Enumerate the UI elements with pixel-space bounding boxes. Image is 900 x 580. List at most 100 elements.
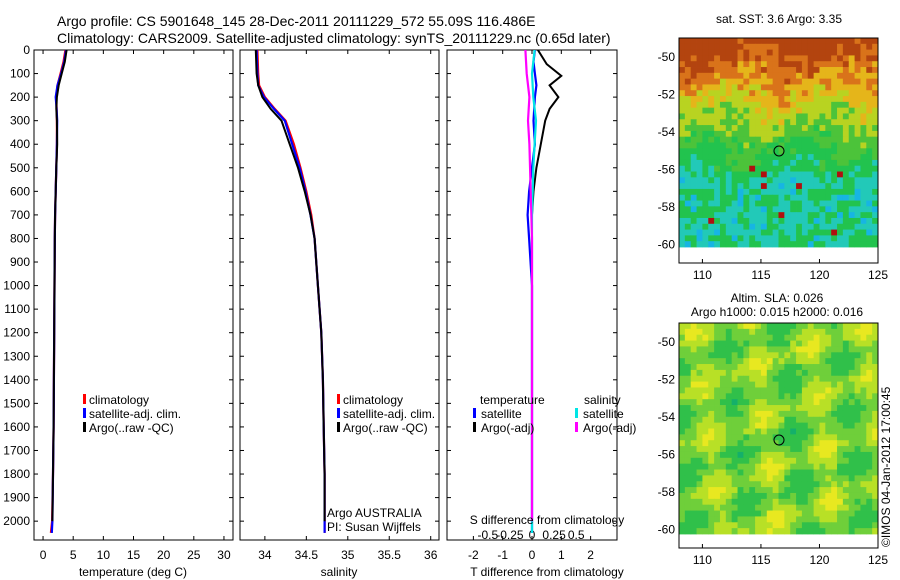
sla-heatmap-cell xyxy=(749,487,756,494)
sst-heatmap-cell xyxy=(696,194,703,201)
sla-heatmap-cell xyxy=(807,434,815,441)
sla-heatmap-cell xyxy=(848,451,855,459)
sst-heatmap-cell xyxy=(842,113,850,120)
sla-heatmap-cell xyxy=(719,481,727,488)
map-lat-label: -54 xyxy=(658,410,676,424)
sla-heatmap-cell xyxy=(725,369,733,377)
sla-heatmap-cell xyxy=(737,393,744,400)
sst-heatmap-cell xyxy=(825,217,832,225)
sst-heatmap-cell xyxy=(831,49,838,56)
sst-heatmap-cell xyxy=(725,72,733,80)
legend-swatch-argo xyxy=(83,422,86,432)
sst-heatmap-cell xyxy=(743,101,750,109)
sla-heatmap-cell xyxy=(708,416,715,424)
sla-heatmap-cell xyxy=(696,510,703,517)
sst-heatmap-cell xyxy=(837,142,844,149)
sst-heatmap-cell xyxy=(796,55,803,62)
sst-heatmap-cell xyxy=(837,148,844,155)
sla-heatmap-cell xyxy=(866,364,873,371)
sst-heatmap-cell xyxy=(684,130,692,138)
sst-heatmap-cell xyxy=(854,241,861,248)
sla-heatmap-cell xyxy=(749,492,756,500)
sst-heatmap-cell xyxy=(749,84,756,91)
sla-heatmap-cell xyxy=(766,457,774,465)
sla-heatmap-cell xyxy=(819,463,826,470)
sla-heatmap-cell xyxy=(796,387,803,394)
sst-heatmap-cell xyxy=(731,67,738,74)
sla-heatmap-cell xyxy=(872,323,879,330)
sla-heatmap-cell xyxy=(784,528,791,535)
sla-heatmap-cell xyxy=(854,328,861,336)
sla-heatmap-cell xyxy=(778,446,785,453)
sla-heatmap-cell xyxy=(737,463,744,470)
legend-swatch-satellite xyxy=(337,408,340,418)
depth-tick-label: 600 xyxy=(10,184,30,198)
sst-heatmap-cell xyxy=(743,188,750,196)
sla-heatmap-cell xyxy=(831,375,838,383)
sla-heatmap-cell xyxy=(842,422,850,429)
sla-heatmap-cell xyxy=(702,428,709,435)
sst-heatmap-cell xyxy=(743,200,750,207)
sst-heatmap-cell xyxy=(679,235,686,242)
sst-heatmap-cell xyxy=(755,194,762,201)
sla-heatmap-cell xyxy=(784,492,791,500)
sla-heatmap-cell xyxy=(813,387,820,394)
sst-heatmap-cell xyxy=(801,55,809,62)
sst-heatmap-cell xyxy=(714,61,721,68)
sst-heatmap-cell xyxy=(708,188,715,196)
sst-heatmap-cell xyxy=(684,188,692,196)
sst-heatmap-cell xyxy=(749,148,756,155)
sst-heatmap-cell xyxy=(772,84,779,91)
sla-heatmap-cell xyxy=(790,375,797,383)
sla-heatmap-cell xyxy=(708,346,715,353)
sst-heatmap-cell xyxy=(725,159,733,167)
depth-tick-label: 1800 xyxy=(3,467,30,481)
sst-heatmap-cell xyxy=(825,171,832,178)
sla-heatmap-cell xyxy=(790,428,797,435)
sla-heatmap-cell xyxy=(766,446,774,453)
sla-heatmap-cell xyxy=(743,416,750,424)
sla-heatmap-cell xyxy=(702,364,709,371)
sla-heatmap-cell xyxy=(743,405,750,412)
sst-heatmap-cell xyxy=(854,188,861,196)
sst-heatmap-cell xyxy=(725,113,733,120)
sla-heatmap-cell xyxy=(766,387,774,394)
sst-heatmap-cell xyxy=(772,113,779,120)
sst-heatmap-cell xyxy=(837,67,844,74)
sst-heatmap-cell xyxy=(866,142,873,149)
sla-heatmap-cell xyxy=(837,475,844,482)
sla-heatmap-cell xyxy=(837,469,844,476)
sst-heatmap-cell xyxy=(860,96,867,103)
sst-heatmap-cell xyxy=(854,67,861,74)
sla-heatmap-cell xyxy=(731,469,738,476)
sst-heatmap-cell xyxy=(755,200,762,207)
sla-heatmap-cell xyxy=(696,457,703,465)
sst-heatmap-cell xyxy=(684,136,692,143)
sla-heatmap-cell xyxy=(778,475,785,482)
map-lat-label: -60 xyxy=(658,522,676,536)
sst-heatmap-cell xyxy=(778,217,785,225)
sla-heatmap-cell xyxy=(696,451,703,459)
sst-heatmap-cell xyxy=(796,194,803,201)
sla-heatmap-cell xyxy=(837,323,844,330)
sla-heatmap-cell xyxy=(825,428,832,435)
sst-heatmap-cell xyxy=(801,177,809,184)
sla-heatmap-cell xyxy=(866,410,873,418)
sla-heatmap-cell xyxy=(772,498,779,506)
sst-heatmap-cell xyxy=(825,212,832,219)
sst-heatmap-cell xyxy=(778,38,785,45)
sla-heatmap-cell xyxy=(684,334,692,341)
sla-heatmap-cell xyxy=(848,498,855,506)
sst-heatmap-cell xyxy=(778,125,785,132)
sla-heatmap-cell xyxy=(690,528,697,535)
sla-heatmap-cell xyxy=(749,469,756,476)
sst-heatmap-cell xyxy=(708,78,715,85)
sst-map-title: sat. SST: 3.6 Argo: 3.35 xyxy=(716,12,842,26)
sla-heatmap-cell xyxy=(755,381,762,388)
sst-heatmap-cell xyxy=(778,223,785,230)
legend-title-salinity: salinity xyxy=(584,393,621,407)
sla-heatmap-cell xyxy=(837,381,844,388)
sst-heatmap-cell xyxy=(813,90,820,97)
sla-heatmap-cell xyxy=(690,463,697,470)
